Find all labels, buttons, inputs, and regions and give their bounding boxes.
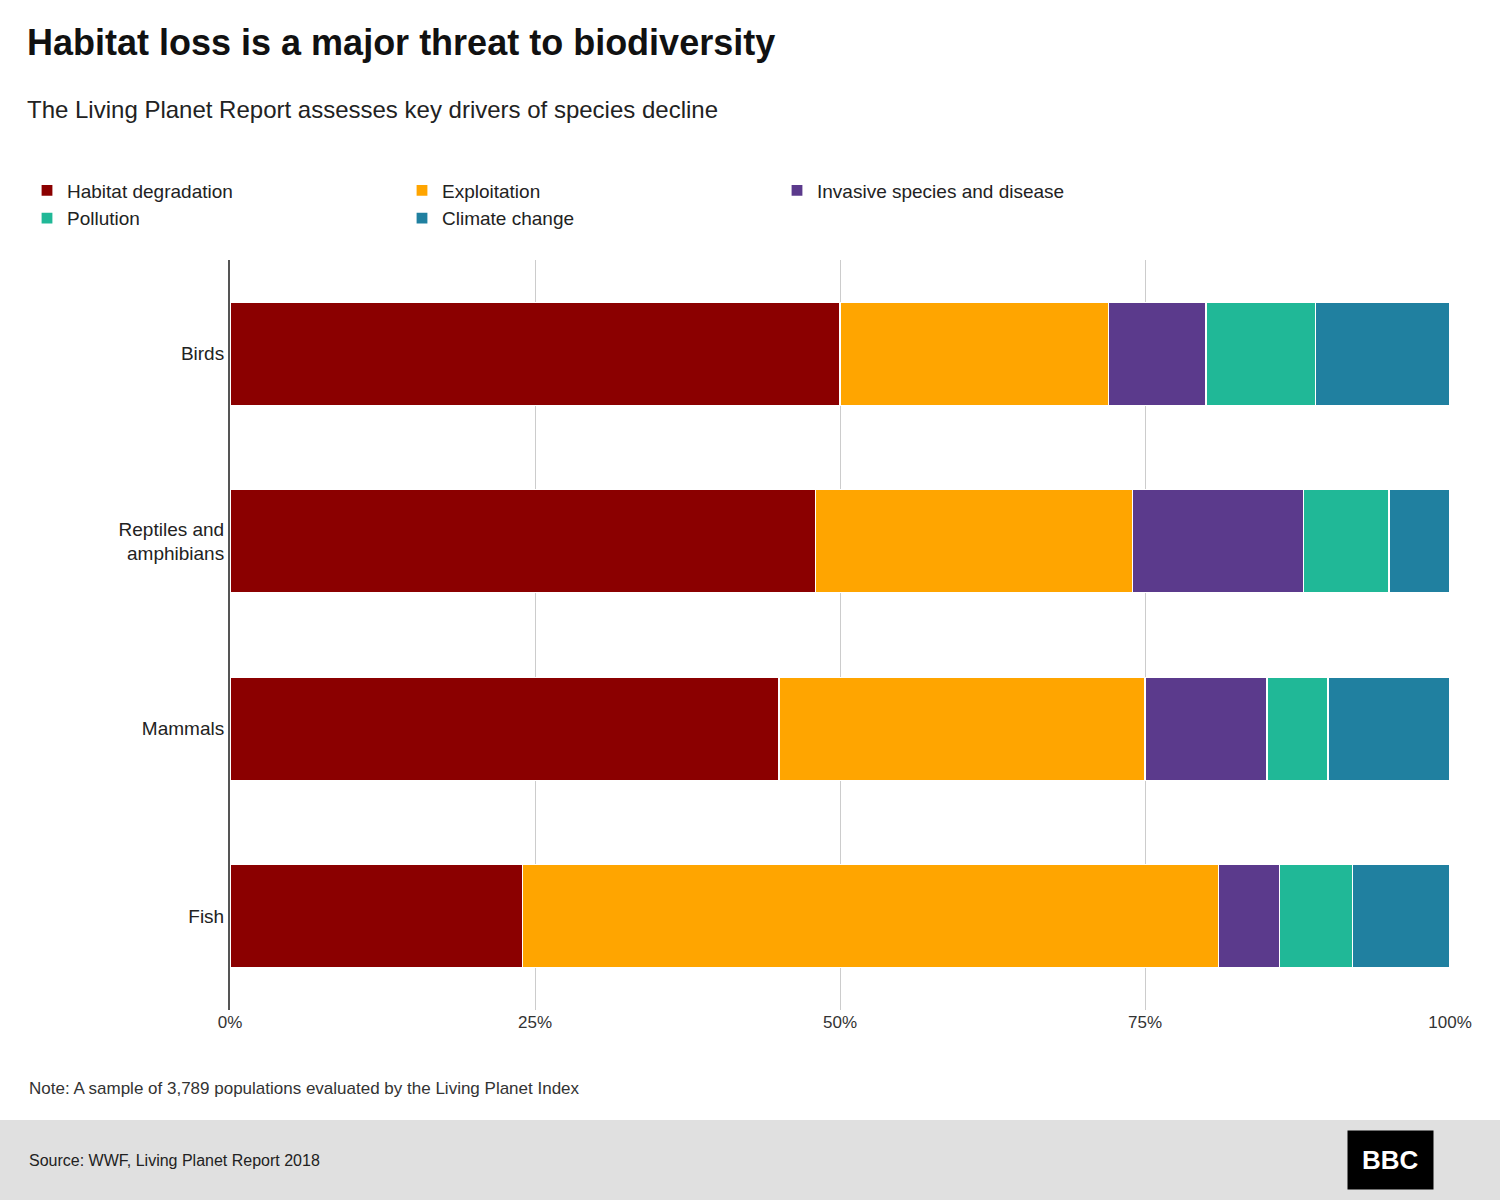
svg-text:25%: 25% [518,1013,552,1032]
svg-text:Habitat degradation: Habitat degradation [67,181,233,202]
svg-text:Source: WWF, Living Planet Rep: Source: WWF, Living Planet Report 2018 [29,1152,320,1169]
svg-text:The Living Planet Report asses: The Living Planet Report assesses key dr… [27,96,718,123]
svg-text:50%: 50% [823,1013,857,1032]
svg-text:Habitat loss is a major threat: Habitat loss is a major threat to biodiv… [27,22,775,63]
svg-text:Note: A sample of 3,789 popula: Note: A sample of 3,789 populations eval… [29,1079,580,1098]
svg-text:Reptiles andamphibians: Reptiles andamphibians [119,519,225,565]
svg-text:Exploitation: Exploitation [442,181,540,202]
svg-text:Climate change: Climate change [442,208,574,229]
svg-text:0%: 0% [218,1013,243,1032]
svg-text:Pollution: Pollution [67,208,140,229]
svg-text:BBC: BBC [1362,1145,1419,1175]
svg-text:75%: 75% [1128,1013,1162,1032]
svg-text:Mammals: Mammals [142,718,224,739]
svg-text:Fish: Fish [188,906,224,927]
svg-text:100%: 100% [1428,1013,1471,1032]
svg-text:Birds: Birds [181,343,224,364]
svg-text:Invasive species and disease: Invasive species and disease [817,181,1064,202]
